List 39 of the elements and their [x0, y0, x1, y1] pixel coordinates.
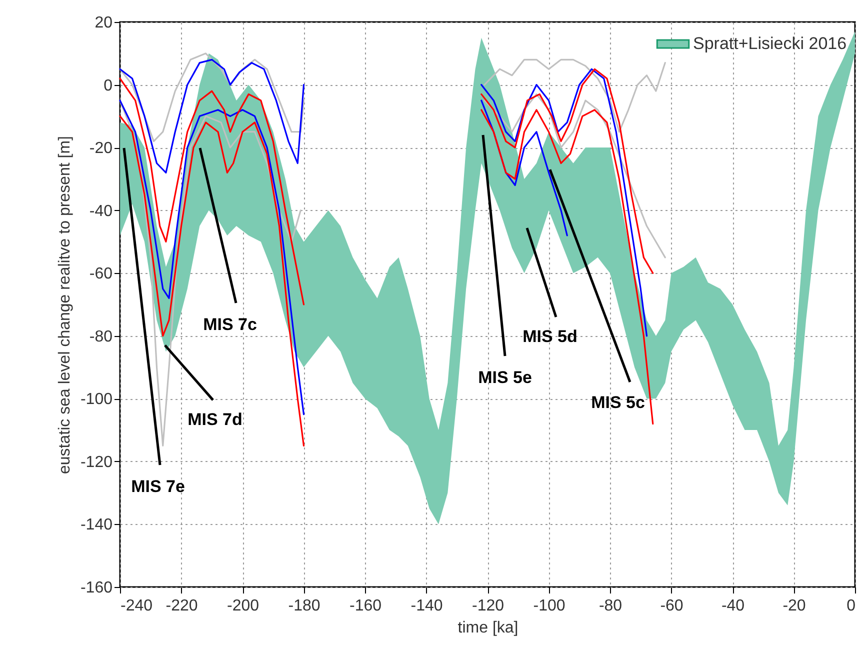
y-tick-label: -160 [80, 580, 113, 596]
y-axis-title: eustatic sea level change realitve to present [m] [56, 136, 74, 474]
annotation: MIS 5e [478, 368, 532, 387]
x-tick-label: -240 [120, 598, 153, 614]
x-tick-label: -140 [410, 598, 443, 614]
annotation: MIS 7c [203, 315, 257, 334]
y-tick-label: -60 [89, 266, 113, 283]
y-tick-label: 20 [94, 14, 113, 32]
x-tick-label: -100 [533, 598, 566, 614]
x-axis-title: time [ka] [458, 620, 518, 636]
line-series [119, 52, 305, 142]
annotation: MIS 7d [188, 410, 242, 429]
x-tick-label: -80 [598, 598, 622, 614]
x-tick-label: -20 [782, 598, 806, 614]
line-series [119, 58, 305, 174]
annotation: MIS 5c [591, 393, 645, 412]
x-tick-label: 0 [846, 598, 856, 614]
annotation: MIS 7e [131, 477, 185, 496]
line-series [484, 93, 666, 258]
y-tick-label: -40 [89, 202, 113, 220]
x-tick-label: -200 [226, 598, 260, 614]
x-tick-label: -60 [660, 598, 684, 614]
x-tick-label: -160 [349, 598, 382, 614]
y-tick-label: -80 [89, 328, 113, 346]
x-tick-label: -40 [721, 598, 745, 614]
x-tick-label: -180 [288, 598, 320, 614]
y-tick-label: 0 [104, 77, 113, 94]
y-tick-label: -100 [80, 391, 113, 408]
y-tick-label: -140 [80, 516, 113, 534]
line-series [119, 78, 305, 306]
line-series [484, 58, 666, 133]
x-tick-label: -220 [166, 598, 198, 614]
y-tick-label: -120 [80, 454, 113, 471]
legend-label: Spratt+Lisiecki 2016 [693, 34, 847, 53]
y-tick-label: -20 [89, 140, 113, 158]
line-series [480, 68, 654, 274]
annotation: MIS 5d [522, 327, 578, 346]
line-series [480, 109, 654, 425]
x-tick-label: -120 [472, 598, 504, 614]
